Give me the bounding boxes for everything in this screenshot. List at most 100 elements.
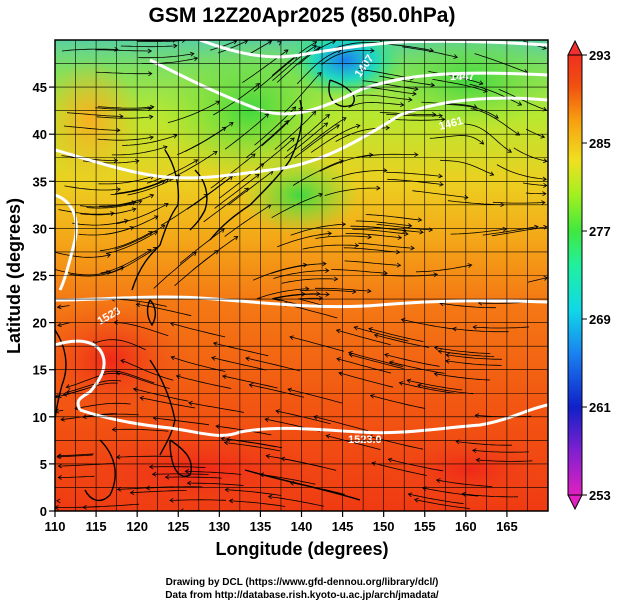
streamline-arrowhead [116,187,121,192]
streamline-arrowhead [116,127,121,133]
y-axis-label: Latitude (degrees) [4,198,24,354]
streamline-arrowhead [348,353,354,358]
streamline [438,350,495,357]
streamline [120,360,174,381]
streamline-arrowhead [435,478,441,483]
streamline-arrowhead [148,231,153,236]
streamline [96,116,153,119]
streamline-arrowhead [384,353,389,358]
streamline-arrowhead [404,231,409,237]
streamline-arrowhead [254,173,260,179]
streamline-arrowhead [160,180,166,185]
streamline-arrowhead [348,351,353,356]
streamline-arrowhead [502,226,508,232]
x-tick-label: 160 [455,519,477,534]
streamline [116,372,170,389]
streamline-arrowhead [385,125,391,131]
streamline-arrowhead [413,497,419,503]
contour-philippines [55,339,106,411]
streamline [513,147,547,162]
streamline-arrowhead [267,494,273,500]
streamline-arrowhead [479,140,485,145]
streamline-arrowhead [542,158,548,164]
streamline [66,372,121,388]
y-tick-label: 0 [40,504,47,519]
height-contours [55,40,548,437]
coast-taiwan [146,299,157,327]
streamline-arrowhead [57,322,62,328]
colorbar-frame [567,54,583,496]
streamline [171,356,226,372]
streamline-arrowhead [56,498,61,504]
streamline-arrowhead [316,291,321,297]
streamline-arrowhead [494,114,499,119]
streamline [440,159,494,176]
y-tick-label: 35 [33,174,47,189]
streamline-arrowhead [291,106,297,111]
y-axis-ticks: 0 5 10 15 20 25 30 35 40 45 [33,80,55,519]
streamline [58,209,115,215]
streamline [298,297,330,308]
streamline-arrowhead [311,110,317,116]
streamline-arrowhead [542,176,547,182]
streamline-arrowhead [188,400,193,406]
streamline-arrowhead [82,414,87,420]
streamline [179,228,225,264]
streamline-arrowhead [542,45,547,50]
streamline-arrowhead [445,358,450,364]
streamline-arrowhead [419,229,424,235]
streamline [348,352,404,367]
streamline-arrowhead [478,80,484,86]
streamline [379,112,436,115]
hot-anomaly-south [55,420,360,511]
streamline-arrowhead [131,200,137,206]
streamline [416,264,472,273]
green-anomaly-japan [240,155,360,235]
streamline [137,40,186,42]
y-tick-label: 25 [33,269,47,284]
streamline-arrowhead [438,113,443,119]
streamline [367,226,424,233]
streamline [379,75,435,86]
streamline-arrowhead [57,475,62,480]
streamline [110,180,165,195]
streamline-arrowhead [193,159,199,164]
streamline [174,250,219,287]
streamline-arrowhead [417,217,423,223]
streamline [412,190,468,198]
streamline-arrowhead [233,236,239,241]
streamline [167,100,220,123]
streamline [522,182,547,186]
streamline [177,126,227,156]
streamline-arrowhead [542,191,547,197]
streamline [473,326,530,329]
streamline-arrowhead [461,491,466,497]
streamline-arrowhead [224,487,229,493]
streamline-arrowhead [395,249,401,255]
streamline [474,53,528,73]
streamline-arrowhead [169,497,174,503]
streamline-arrowhead [370,48,375,53]
streamline-arrowhead [355,123,361,129]
streamline-arrowhead [325,291,330,297]
streamline-arrowhead [472,448,477,454]
streamline [127,175,180,196]
streamline [64,185,121,191]
streamline-arrowhead [225,437,231,442]
streamline [98,175,154,185]
streamline [436,479,493,487]
streamline-arrowhead [220,228,225,233]
streamline [282,72,322,114]
streamline [288,388,343,404]
streamline [249,384,305,398]
streamline-arrowhead [303,262,308,268]
streamline [112,428,169,432]
streamline-arrowhead [221,126,227,132]
streamline-arrowhead [318,295,324,301]
streamline-arrowhead [284,120,289,125]
x-tick-label: 155 [414,519,436,534]
streamline [217,40,248,54]
streamline-arrowhead [211,356,216,361]
streamline [315,235,372,239]
x-tick-label: 165 [496,519,518,534]
